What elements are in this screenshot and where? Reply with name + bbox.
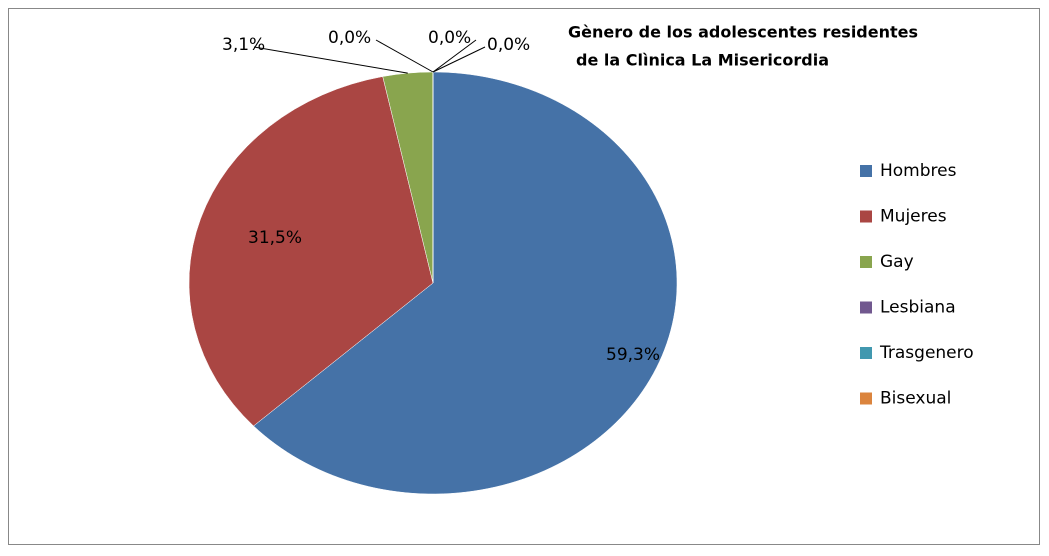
legend-label: Trasgenero — [879, 343, 974, 363]
pie-slice — [188, 76, 434, 427]
legend-swatch — [860, 301, 872, 314]
chart-title: Gènero de los adolescentes residentes — [568, 23, 918, 42]
data-label: 59,3% — [606, 345, 660, 365]
leader-line — [432, 46, 486, 73]
chart-title: de la Clìnica La Misericordia — [576, 51, 829, 70]
data-label: 0,0% — [428, 28, 471, 48]
data-label: 0,0% — [487, 35, 530, 55]
data-label: 31,5% — [248, 228, 302, 248]
legend-swatch — [860, 165, 872, 177]
legend-swatch — [860, 347, 872, 359]
leader-line — [375, 39, 434, 73]
legend-label: Lesbiana — [880, 298, 956, 318]
legend-label: Mujeres — [880, 207, 947, 227]
leader-line — [432, 39, 477, 73]
legend-label: Hombres — [880, 161, 957, 181]
data-label: 3,1% — [222, 35, 265, 55]
data-label: 0,0% — [328, 28, 371, 48]
pie-slice — [253, 71, 678, 495]
legend-swatch — [860, 392, 872, 405]
legend-swatch — [860, 210, 872, 223]
legend-swatch — [860, 256, 872, 268]
legend-label: Bisexual — [880, 389, 951, 409]
leader-line — [253, 46, 408, 74]
legend-label: Gay — [880, 252, 914, 272]
